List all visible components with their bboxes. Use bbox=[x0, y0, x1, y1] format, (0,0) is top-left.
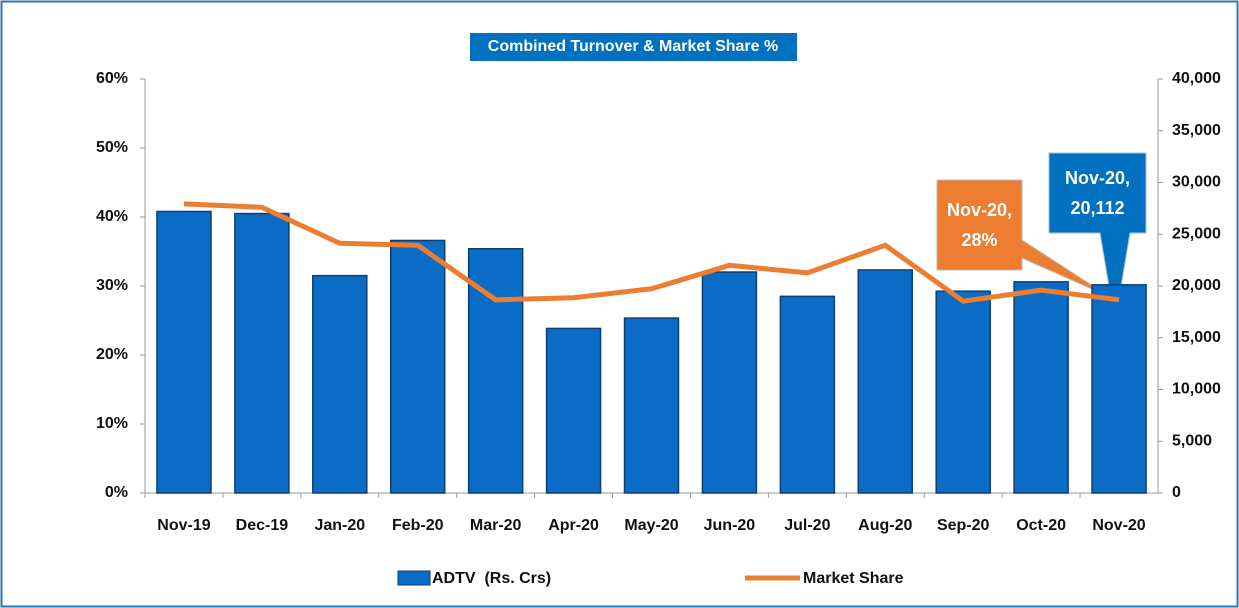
chart-title: Combined Turnover & Market Share % bbox=[488, 38, 778, 55]
bar bbox=[389, 239, 446, 494]
x-tick-label: Sep-20 bbox=[937, 517, 990, 534]
y-tick-label: 60% bbox=[96, 70, 128, 87]
x-tick-label: Jun-20 bbox=[704, 517, 756, 534]
y-tick-label: 10% bbox=[96, 415, 128, 432]
y2-tick-label: 25,000 bbox=[1172, 225, 1221, 242]
x-tick-label: Jul-20 bbox=[784, 517, 830, 534]
y2-tick-label: 0 bbox=[1172, 484, 1181, 501]
y-tick-label: 40% bbox=[96, 208, 128, 225]
title-box bbox=[470, 33, 797, 61]
bar bbox=[156, 210, 212, 494]
x-tick-label: Nov-19 bbox=[157, 517, 210, 534]
bar bbox=[701, 271, 758, 494]
x-tick-label: Apr-20 bbox=[548, 517, 599, 534]
bar bbox=[1091, 284, 1147, 494]
y-tick-label: 20% bbox=[96, 346, 128, 363]
line bbox=[183, 201, 1120, 304]
y-tick-label: 50% bbox=[96, 139, 128, 156]
bar bbox=[779, 295, 836, 494]
y2-tick-label: 5,000 bbox=[1172, 432, 1212, 449]
x-tick-label: Mar-20 bbox=[470, 517, 522, 534]
legend-label: ADTV (Rs. Crs) bbox=[432, 570, 551, 587]
annotation: Nov-20, 20,112 bbox=[1064, 168, 1131, 218]
y2-tick-label: 10,000 bbox=[1172, 381, 1221, 398]
legend-swatch bbox=[397, 570, 431, 586]
x-tick-label: Aug-20 bbox=[858, 517, 912, 534]
bar bbox=[1013, 281, 1069, 494]
bar bbox=[234, 212, 290, 494]
bar bbox=[545, 327, 602, 494]
bar bbox=[623, 317, 680, 494]
y2-tick-label: 20,000 bbox=[1172, 277, 1221, 294]
bar bbox=[857, 269, 914, 494]
x-tick-label: Jan-20 bbox=[314, 517, 365, 534]
y2-tick-label: 15,000 bbox=[1172, 329, 1221, 346]
y2-tick-label: 30,000 bbox=[1172, 174, 1221, 191]
x-tick-label: May-20 bbox=[624, 517, 678, 534]
bar bbox=[312, 274, 368, 494]
y-tick-label: 30% bbox=[96, 277, 128, 294]
y2-tick-label: 35,000 bbox=[1172, 122, 1221, 139]
bar bbox=[935, 290, 991, 494]
x-tick-label: Oct-20 bbox=[1016, 517, 1066, 534]
callout-bar bbox=[1048, 152, 1147, 323]
callout-line bbox=[936, 179, 1111, 298]
x-tick-label: Nov-20 bbox=[1092, 517, 1145, 534]
legend-label: Market Share bbox=[803, 570, 904, 587]
x-tick-label: Feb-20 bbox=[392, 517, 444, 534]
y-tick-label: 0% bbox=[105, 484, 128, 501]
annotation: Nov-20, 28% bbox=[946, 200, 1013, 250]
y2-tick-label: 40,000 bbox=[1172, 70, 1221, 87]
x-tick-label: Dec-19 bbox=[236, 517, 289, 534]
